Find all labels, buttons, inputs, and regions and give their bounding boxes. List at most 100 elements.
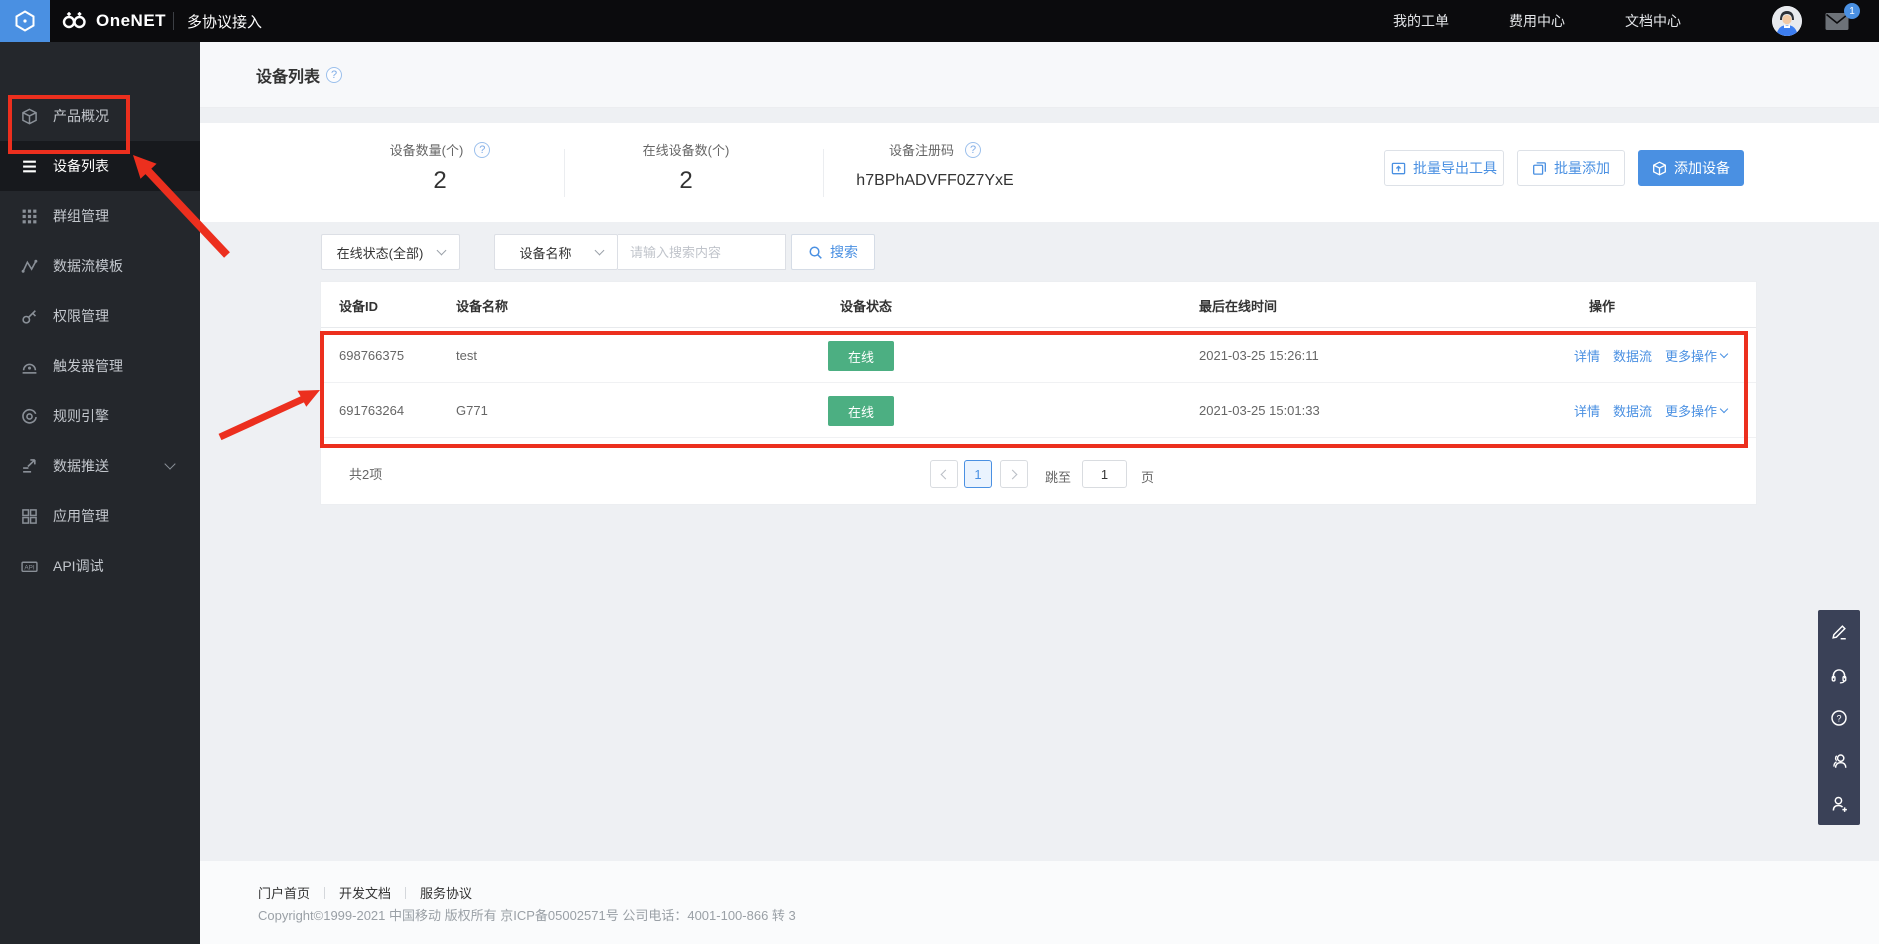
mail-button[interactable]: 1 bbox=[1824, 3, 1860, 34]
stat-divider bbox=[823, 149, 824, 197]
jump-page-input[interactable] bbox=[1082, 460, 1127, 488]
svg-text:API: API bbox=[24, 564, 34, 571]
onenet-brand[interactable]: OneNET bbox=[62, 0, 166, 42]
brand-text: OneNET bbox=[96, 11, 167, 30]
help-button[interactable]: ? bbox=[1818, 696, 1860, 739]
search-button[interactable]: 搜索 bbox=[791, 234, 875, 270]
sidebar-item-permission-management[interactable]: 权限管理 bbox=[0, 291, 200, 341]
list-icon bbox=[21, 158, 38, 175]
nav-billing-center[interactable]: 费用中心 bbox=[1509, 13, 1565, 29]
batch-add-button[interactable]: 批量添加 bbox=[1517, 150, 1625, 186]
chevron-right-icon bbox=[1007, 469, 1018, 479]
sidebar-item-trigger-management[interactable]: 触发器管理 bbox=[0, 341, 200, 391]
sidebar-item-device-list[interactable]: 设备列表 bbox=[0, 141, 200, 191]
col-last-online: 最后在线时间 bbox=[1199, 298, 1278, 314]
footer-link-portal-home[interactable]: 门户首页 bbox=[258, 886, 311, 901]
stat-label: 在线设备数(个) bbox=[642, 143, 730, 158]
total-count: 共2项 bbox=[349, 467, 383, 482]
datastream-link[interactable]: 数据流 bbox=[1613, 404, 1653, 419]
chevron-down-icon bbox=[436, 245, 447, 256]
footer-separator bbox=[405, 886, 407, 899]
more-actions-link[interactable]: 更多操作 bbox=[1665, 401, 1729, 420]
invite-user-button[interactable] bbox=[1818, 782, 1860, 825]
question-circle-icon: ? bbox=[1830, 709, 1848, 727]
user-avatar[interactable] bbox=[1772, 6, 1802, 36]
stat-value: 2 bbox=[433, 167, 447, 194]
pencil-icon bbox=[1830, 623, 1848, 641]
last-online-time: 2021-03-25 15:26:11 bbox=[1199, 348, 1319, 363]
prev-page-button[interactable] bbox=[930, 460, 958, 488]
sidebar-item-label: 应用管理 bbox=[53, 508, 109, 524]
chevron-down-icon bbox=[1719, 404, 1729, 414]
footer: 门户首页 开发文档 服务协议 Copyright©1999-2021 中国移动 … bbox=[200, 861, 1879, 944]
mail-unread-badge: 1 bbox=[1844, 3, 1860, 19]
footer-link-dev-docs[interactable]: 开发文档 bbox=[339, 886, 392, 901]
community-button[interactable] bbox=[1818, 739, 1860, 782]
register-code-value: h7BPhADVFF0Z7YxE bbox=[856, 172, 1014, 189]
page-number-button[interactable]: 1 bbox=[964, 460, 992, 488]
trigger-dome-icon bbox=[21, 358, 38, 375]
detail-link[interactable]: 详情 bbox=[1574, 349, 1601, 364]
sidebar-item-api-debug[interactable]: API API调试 bbox=[0, 541, 200, 591]
col-device-status: 设备状态 bbox=[840, 298, 893, 314]
api-icon: API bbox=[21, 558, 38, 575]
sidebar-item-label: 权限管理 bbox=[53, 308, 109, 324]
sidebar-item-label: 群组管理 bbox=[53, 208, 109, 224]
chevron-down-icon bbox=[594, 245, 605, 256]
sidebar-item-rule-engine[interactable]: 规则引擎 bbox=[0, 391, 200, 441]
search-button-label: 搜索 bbox=[830, 244, 858, 260]
search-field-dropdown[interactable]: 设备名称 bbox=[494, 234, 618, 270]
sidebar-item-datastream-template[interactable]: 数据流模板 bbox=[0, 241, 200, 291]
sidebar-item-app-management[interactable]: 应用管理 bbox=[0, 491, 200, 541]
product-name: 多协议接入 bbox=[187, 13, 263, 31]
add-device-button[interactable]: 添加设备 bbox=[1638, 150, 1744, 186]
nav-doc-center[interactable]: 文档中心 bbox=[1625, 13, 1681, 29]
jump-to-label: 跳至 bbox=[1045, 470, 1072, 485]
topbar-nav: 我的工单 费用中心 文档中心 bbox=[1393, 0, 1681, 42]
device-count-help-icon[interactable]: ? bbox=[474, 141, 491, 158]
svg-text:?: ? bbox=[1836, 713, 1841, 723]
add-device-label: 添加设备 bbox=[1674, 160, 1730, 176]
more-actions-link[interactable]: 更多操作 bbox=[1665, 346, 1729, 365]
stat-label: 设备注册码 bbox=[888, 143, 954, 158]
dot-grid-icon bbox=[21, 208, 38, 225]
feedback-button[interactable] bbox=[1818, 610, 1860, 653]
sidebar-item-group-management[interactable]: 群组管理 bbox=[0, 191, 200, 241]
stat-value: 2 bbox=[679, 167, 693, 194]
topbar-divider bbox=[173, 12, 174, 30]
more-actions-label: 更多操作 bbox=[1665, 404, 1718, 419]
batch-export-label: 批量导出工具 bbox=[1413, 160, 1497, 176]
stat-device-count: 设备数量(个) ? 2 bbox=[340, 123, 540, 222]
col-device-name: 设备名称 bbox=[456, 298, 509, 314]
rule-engine-icon bbox=[21, 408, 38, 425]
cube-icon bbox=[21, 108, 38, 125]
user-plus-icon bbox=[1830, 795, 1848, 813]
data-push-icon bbox=[21, 458, 38, 475]
batch-export-button[interactable]: 批量导出工具 bbox=[1384, 150, 1504, 186]
search-icon bbox=[808, 245, 823, 260]
customer-service-button[interactable] bbox=[1818, 653, 1860, 696]
headset-icon bbox=[1830, 666, 1848, 684]
apps-grid-icon bbox=[21, 508, 38, 525]
table-row: 691763264 G771 在线 2021-03-25 15:01:33 详情… bbox=[321, 383, 1756, 438]
sidebar-item-label: 数据推送 bbox=[53, 458, 109, 474]
search-input[interactable] bbox=[618, 234, 786, 270]
next-page-button[interactable] bbox=[1000, 460, 1028, 488]
status-filter-dropdown[interactable]: 在线状态(全部) bbox=[321, 234, 460, 270]
detail-link[interactable]: 详情 bbox=[1574, 404, 1601, 419]
footer-link-service-agreement[interactable]: 服务协议 bbox=[420, 886, 473, 901]
nav-my-tickets[interactable]: 我的工单 bbox=[1393, 13, 1449, 29]
chevron-down-icon bbox=[164, 458, 176, 470]
col-device-id: 设备ID bbox=[339, 298, 379, 314]
row-actions: 详情 数据流 更多操作 bbox=[1574, 383, 1729, 438]
search-field-value: 设备名称 bbox=[519, 245, 572, 261]
sidebar-item-data-push[interactable]: 数据推送 bbox=[0, 441, 200, 491]
sidebar-item-label: 产品概况 bbox=[53, 108, 109, 124]
table-header-row: 设备ID 设备名称 设备状态 最后在线时间 操作 bbox=[321, 282, 1756, 328]
datastream-link[interactable]: 数据流 bbox=[1613, 349, 1653, 364]
register-code-help-icon[interactable]: ? bbox=[965, 141, 981, 158]
sidebar-item-product-overview[interactable]: 产品概况 bbox=[0, 91, 200, 141]
platform-logo-button[interactable] bbox=[0, 0, 50, 42]
page-title-help-icon[interactable]: ? bbox=[326, 66, 343, 83]
footer-links: 门户首页 开发文档 服务协议 bbox=[258, 883, 472, 902]
